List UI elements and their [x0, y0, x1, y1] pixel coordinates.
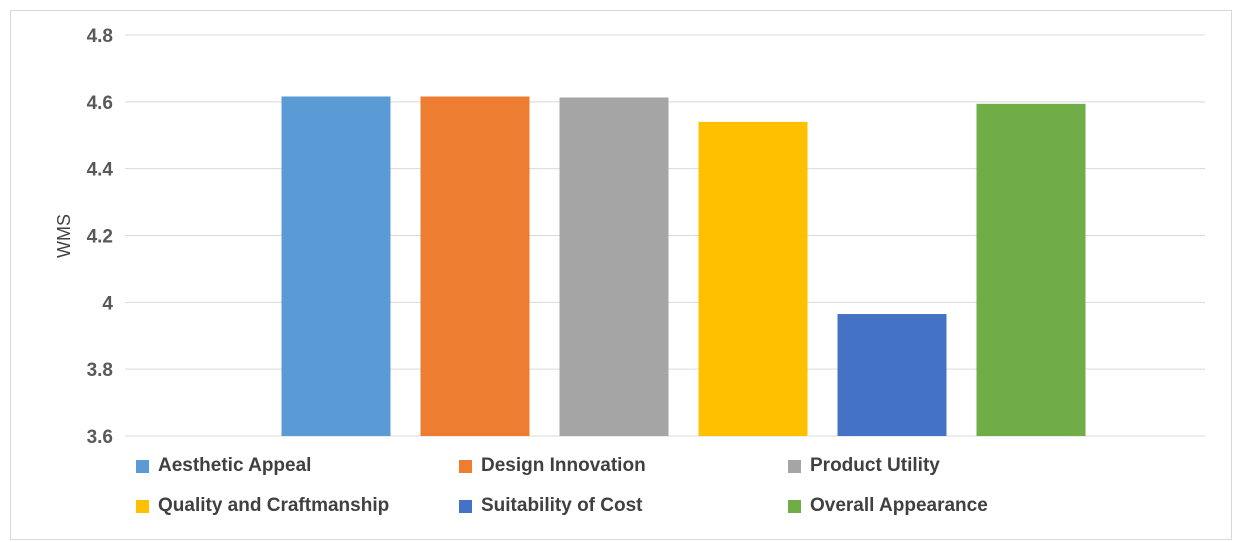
y-axis-label: WMS — [54, 214, 74, 258]
y-tick-label: 4 — [102, 293, 113, 314]
legend-swatch — [459, 459, 472, 473]
legend-swatch — [459, 499, 472, 513]
legend-label: Product Utility — [810, 455, 940, 476]
legend-swatch — [136, 499, 149, 513]
bar-suitability-of-cost — [837, 314, 947, 436]
legend-label: Suitability of Cost — [481, 495, 643, 516]
legend-label: Aesthetic Appeal — [158, 455, 312, 476]
legend: Aesthetic Appeal Design Innovation Product… — [136, 455, 1136, 535]
legend-label: Overall Appearance — [810, 495, 988, 516]
legend-label: Quality and Craftmanship — [158, 495, 390, 516]
y-tick-label: 4.6 — [87, 93, 113, 114]
y-tick-label: 4.4 — [87, 160, 114, 181]
bar-overall-appearance — [976, 103, 1086, 437]
legend-item: Suitability of Cost — [459, 495, 643, 517]
bar-quality-and-craftmanship — [698, 121, 808, 436]
legend-swatch — [136, 459, 149, 473]
legend-swatch — [788, 459, 801, 473]
bar-design-innovation — [420, 96, 530, 436]
legend-item: Aesthetic Appeal — [136, 455, 311, 477]
y-tick-label: 4.2 — [87, 227, 113, 248]
bar-aesthetic-appeal — [281, 96, 391, 436]
bars — [281, 96, 1086, 437]
y-tick-label: 3.8 — [87, 360, 113, 381]
legend-item: Design Innovation — [459, 455, 646, 477]
bar-product-utility — [559, 97, 669, 436]
legend-item: Overall Appearance — [788, 495, 988, 517]
legend-item: Quality and Craftmanship — [136, 495, 389, 517]
legend-item: Product Utility — [788, 455, 940, 477]
y-axis-ticks: 3.6 3.8 4 4.2 4.4 4.6 4.8 — [87, 26, 114, 448]
y-tick-label: 3.6 — [87, 427, 113, 448]
legend-label: Design Innovation — [481, 455, 646, 476]
y-tick-label: 4.8 — [87, 26, 113, 47]
legend-swatch — [788, 499, 801, 513]
